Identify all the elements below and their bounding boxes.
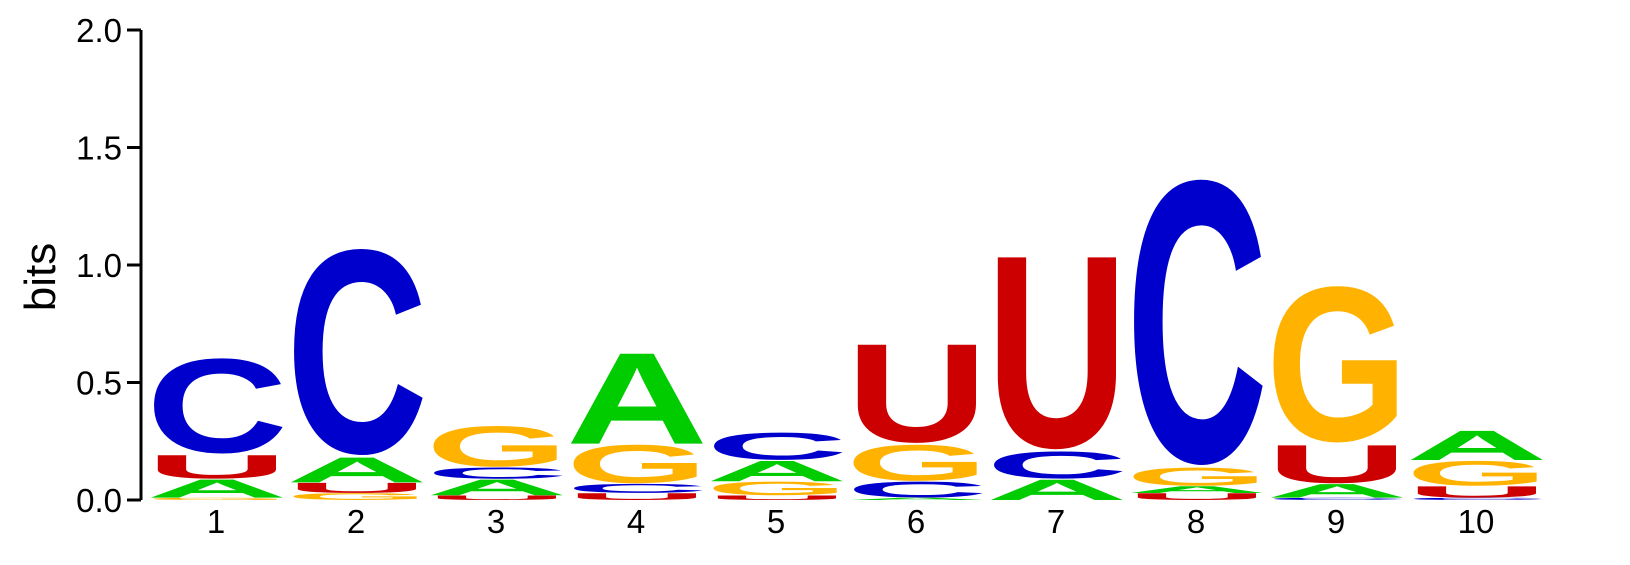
letter-u: U <box>986 198 1128 505</box>
letter-g: G <box>1126 462 1268 491</box>
letter-u: U <box>146 448 288 486</box>
letter-c: C <box>286 189 428 515</box>
letter-u: U <box>706 494 848 501</box>
letter-g: G <box>1406 454 1548 493</box>
position-label: 4 <box>627 503 645 540</box>
position-stack-7: ACU <box>986 198 1128 506</box>
letter-a: A <box>706 455 848 488</box>
position-label: 9 <box>1327 503 1345 540</box>
letter-c: C <box>846 477 988 502</box>
position-label: 1 <box>207 503 225 540</box>
position-label: 6 <box>907 503 925 540</box>
position-label: 10 <box>1458 503 1495 540</box>
y-tick-label: 2.0 <box>76 12 122 49</box>
letter-u: U <box>1266 433 1408 494</box>
letter-c: C <box>426 464 568 482</box>
letter-a: A <box>426 475 568 501</box>
axes: 0.0 0.5 1.0 1.5 2.0 1 2 3 4 5 6 7 8 9 10 <box>76 12 1494 540</box>
letter-c: C <box>566 481 708 495</box>
position-label: 3 <box>487 503 505 540</box>
letter-g: G <box>426 414 568 479</box>
letter-g: G <box>1266 241 1408 487</box>
letter-c: C <box>986 444 1128 487</box>
letter-a: A <box>1266 480 1408 502</box>
y-tick-label: 1.5 <box>76 130 122 167</box>
letter-c: C <box>1126 98 1268 548</box>
letter-c: C <box>1406 497 1548 501</box>
position-label: 2 <box>347 503 365 540</box>
y-axis-label: bits <box>16 243 65 311</box>
letter-a: A <box>986 473 1128 506</box>
y-tick-label: 1.0 <box>76 247 122 284</box>
letter-c: C <box>146 331 288 481</box>
letter-g: G <box>846 435 988 492</box>
position-label: 5 <box>767 503 785 540</box>
letter-g: G <box>146 497 288 501</box>
letter-a: A <box>566 326 708 472</box>
letter-a: A <box>146 474 288 503</box>
letter-u: U <box>426 494 568 501</box>
letter-u: U <box>846 315 988 472</box>
letter-g: G <box>566 433 708 494</box>
letter-u: U <box>286 480 428 496</box>
y-tick-label: 0.5 <box>76 365 122 402</box>
letter-u: U <box>1406 483 1548 501</box>
letter-c: C <box>1266 497 1408 501</box>
y-tick-label: 0.0 <box>76 482 122 519</box>
letter-u: U <box>566 491 708 502</box>
letter-g: G <box>286 491 428 502</box>
letter-a: A <box>1126 484 1268 495</box>
letter-a: A <box>286 450 428 490</box>
letter-u: U <box>1126 491 1268 502</box>
letter-a: A <box>846 497 988 501</box>
position-label: 8 <box>1187 503 1205 540</box>
letter-c: C <box>706 425 848 468</box>
position-label: 7 <box>1047 503 1065 540</box>
letter-g: G <box>706 478 848 499</box>
letter-a: A <box>1406 422 1548 469</box>
